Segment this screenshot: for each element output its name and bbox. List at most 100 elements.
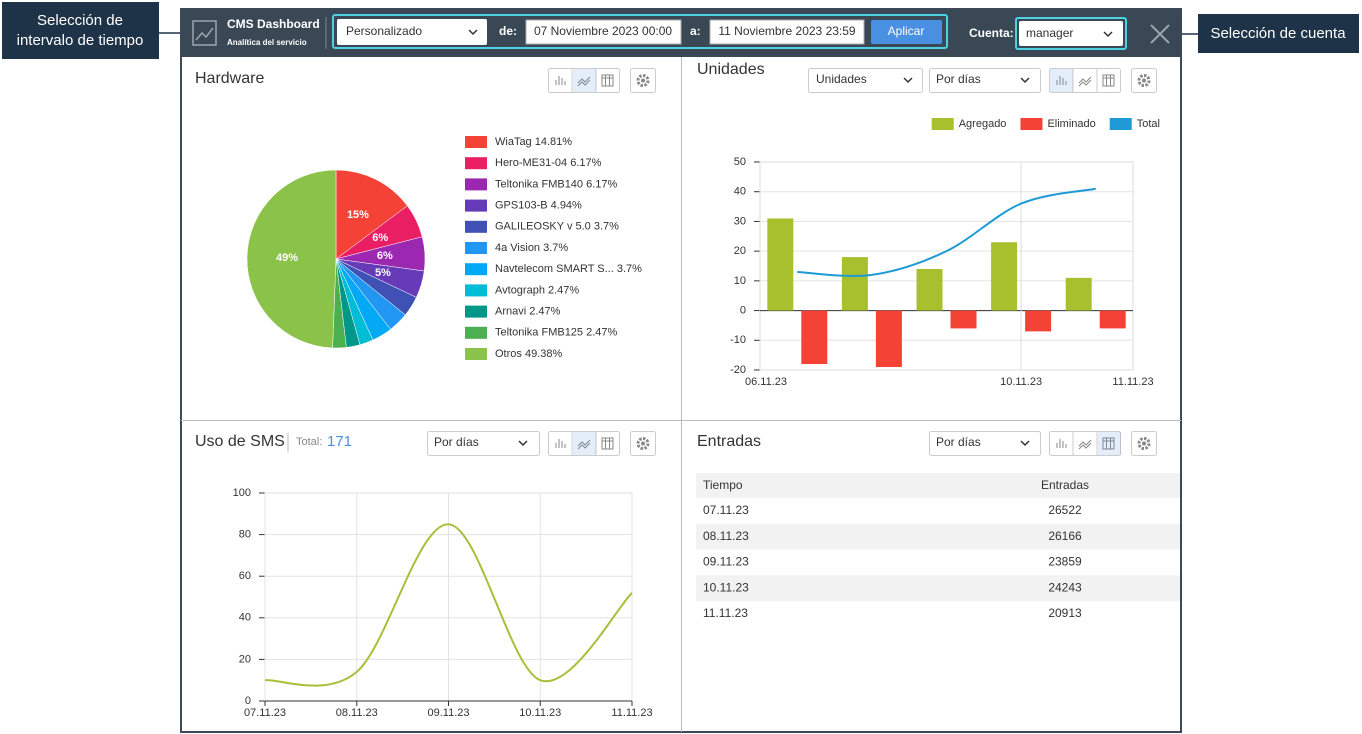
column-header: Entradas bbox=[1041, 478, 1089, 492]
table-cell: 20913 bbox=[1048, 606, 1082, 620]
y-tick-label: 50 bbox=[734, 156, 746, 168]
legend-swatch bbox=[465, 220, 487, 233]
bar bbox=[875, 310, 902, 368]
period-dropdown[interactable] bbox=[427, 431, 540, 456]
app-title: CMS Dashboard bbox=[227, 17, 320, 31]
logo bbox=[192, 20, 217, 46]
x-tick-label: 06.11.23 bbox=[745, 376, 787, 388]
legend-swatch bbox=[465, 157, 487, 170]
slice-label: 5% bbox=[375, 267, 391, 279]
apply-button[interactable] bbox=[871, 20, 942, 44]
table-cell: 23859 bbox=[1048, 555, 1082, 569]
y-tick-label: 20 bbox=[239, 653, 251, 665]
y-tick-label: 60 bbox=[239, 570, 251, 582]
slice-label: 6% bbox=[377, 250, 393, 262]
table-cell: 26522 bbox=[1048, 503, 1082, 517]
to-label: a: bbox=[690, 24, 701, 38]
legend-label: Arnavi 2.47% bbox=[495, 306, 561, 318]
x-tick-label: 10.11.23 bbox=[519, 707, 561, 719]
dropdown-text: Por días bbox=[936, 435, 981, 449]
dropdown-text: Por días bbox=[434, 435, 479, 449]
legend-label: Agregado bbox=[959, 118, 1007, 130]
callout-box bbox=[2, 2, 159, 59]
bar bbox=[1099, 310, 1126, 329]
bar bbox=[1025, 310, 1052, 332]
table-row-bg bbox=[696, 575, 1180, 601]
range-dropdown[interactable] bbox=[337, 19, 487, 45]
y-tick-label: 30 bbox=[734, 215, 746, 227]
bar bbox=[916, 268, 943, 311]
close-button[interactable] bbox=[1150, 24, 1170, 44]
y-tick-label: 10 bbox=[734, 275, 746, 287]
legend-label: Avtograph 2.47% bbox=[495, 284, 579, 296]
legend-label: Navtelecom SMART S... 3.7% bbox=[495, 263, 642, 275]
table-header bbox=[696, 473, 1180, 498]
legend-swatch bbox=[465, 199, 487, 212]
highlight bbox=[332, 14, 948, 49]
callout-box bbox=[1198, 14, 1359, 53]
column-header: Tiempo bbox=[703, 478, 743, 492]
period-dropdown[interactable] bbox=[929, 431, 1041, 456]
from-input[interactable] bbox=[525, 19, 682, 45]
active-view bbox=[1050, 69, 1073, 92]
metric-dropdown[interactable] bbox=[808, 68, 923, 93]
line bbox=[264, 523, 633, 687]
panel-title: Unidades bbox=[697, 61, 765, 78]
legend-swatch bbox=[465, 263, 487, 276]
chevron bbox=[1103, 31, 1113, 38]
legend-label: Hero-ME31-04 6.17% bbox=[495, 157, 602, 169]
range-dropdown-text: Personalizado bbox=[346, 24, 422, 38]
settings-button[interactable] bbox=[630, 68, 656, 93]
legend-label: WiaTag 14.81% bbox=[495, 136, 572, 148]
settings-button[interactable] bbox=[1131, 68, 1157, 93]
x-tick-label: 10.11.23 bbox=[1000, 376, 1042, 388]
slice-label: 15% bbox=[347, 209, 369, 221]
legend-label: 4a Vision 3.7% bbox=[495, 242, 568, 254]
to-value: 11 Noviembre 2023 23:59 bbox=[718, 24, 856, 38]
y-tick-label: 20 bbox=[734, 245, 746, 257]
table-cell: 11.11.23 bbox=[703, 606, 748, 620]
chevron bbox=[1020, 440, 1030, 447]
from-value: 07 Noviembre 2023 00:00 bbox=[534, 24, 672, 38]
legend-swatch bbox=[465, 326, 487, 339]
settings-button[interactable] bbox=[1131, 431, 1157, 456]
chevron bbox=[1020, 77, 1030, 84]
x-tick-label: 07.11.23 bbox=[244, 707, 286, 719]
x-tick-label: 11.11.23 bbox=[611, 707, 652, 719]
bar bbox=[801, 310, 828, 365]
x-tick-label: 09.11.23 bbox=[427, 707, 469, 719]
settings-button[interactable] bbox=[630, 431, 656, 456]
panel-title: Uso de SMS bbox=[195, 433, 285, 450]
chevron bbox=[518, 440, 528, 447]
bar bbox=[767, 218, 794, 311]
y-tick-label: 40 bbox=[239, 612, 251, 624]
dropdown-text: Por días bbox=[936, 72, 981, 86]
legend-swatch bbox=[465, 305, 487, 318]
apply-text: Aplicar bbox=[888, 24, 925, 38]
legend-label: Teltonika FMB125 2.47% bbox=[495, 327, 618, 339]
account-dropdown[interactable] bbox=[1019, 21, 1123, 46]
bar bbox=[1065, 277, 1092, 311]
active-view bbox=[573, 69, 596, 92]
account-text: manager bbox=[1026, 26, 1073, 40]
active-view bbox=[573, 432, 596, 455]
legend-swatch bbox=[465, 284, 487, 297]
table-cell: 26166 bbox=[1048, 529, 1082, 543]
legend-swatch bbox=[1109, 118, 1132, 130]
to-input[interactable] bbox=[709, 19, 865, 45]
callout-text: intervalo de tiempo bbox=[17, 32, 144, 49]
panel-title: Hardware bbox=[195, 70, 264, 87]
x-tick-label: 08.11.23 bbox=[336, 707, 378, 719]
legend-swatch bbox=[931, 118, 954, 130]
line bbox=[797, 187, 1096, 277]
slice-label: 6% bbox=[372, 232, 388, 244]
pie-slice bbox=[246, 169, 337, 349]
table-cell: 10.11.23 bbox=[703, 580, 749, 594]
app-subtitle: Analítica del servicio bbox=[227, 38, 307, 47]
chevron bbox=[903, 77, 913, 84]
y-tick-label: 0 bbox=[245, 695, 251, 707]
total-label: Total: bbox=[296, 436, 322, 448]
legend-label: GPS103-B 4.94% bbox=[495, 200, 582, 212]
legend-swatch bbox=[465, 178, 487, 191]
period-dropdown[interactable] bbox=[929, 68, 1041, 93]
